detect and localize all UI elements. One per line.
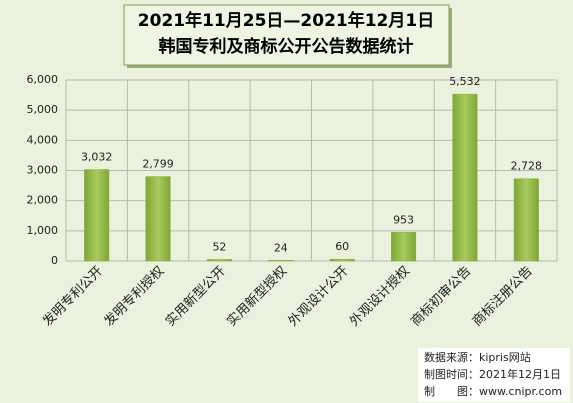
y-tick-label: 4,000 [27,133,59,146]
y-tick-label: 2,000 [27,194,59,207]
y-tick-label: 0 [51,254,58,267]
chart-subtitle: 韩国专利及商标公开公告数据统计 [159,36,414,57]
value-label: 3,032 [81,151,113,164]
value-label: 2,799 [142,158,174,171]
value-label: 24 [274,241,288,254]
y-tick-label: 1,000 [27,224,59,237]
x-tick-label: 发明专利授权 [101,263,167,329]
x-tick-label: 商标初审公告 [408,264,474,330]
bar [145,176,171,262]
x-tick-label: 外观设计授权 [346,263,412,329]
y-tick-label: 3,000 [27,164,59,177]
bar [513,178,539,262]
x-tick-label: 实用新型授权 [224,263,290,329]
bar [391,232,417,262]
bar [268,260,294,262]
title-box [123,4,450,66]
value-label: 60 [335,240,349,253]
value-label: 52 [212,240,226,253]
y-tick-label: 5,000 [27,103,59,116]
chart-title: 2021年11月25日—2021年12月1日 [138,10,434,31]
x-tick-label: 外观设计公开 [286,264,352,330]
note-box [418,348,570,402]
value-label: 2,728 [511,160,543,173]
bar [84,169,110,262]
y-tick-label: 6,000 [27,73,59,86]
note: 制 图：www.cnipr.com [424,385,562,398]
note: 制图时间：2021年12月1日 [424,367,561,381]
x-tick-label: 发明专利公开 [40,263,106,329]
value-label: 953 [393,213,414,226]
x-tick-label: 商标注册公告 [470,264,536,330]
note: 数据来源：kipris网站 [424,350,531,364]
bar [206,259,232,262]
bar [329,258,355,262]
bar [452,93,478,262]
x-tick-label: 实用新型公开 [162,263,228,329]
value-label: 5,532 [449,75,481,88]
